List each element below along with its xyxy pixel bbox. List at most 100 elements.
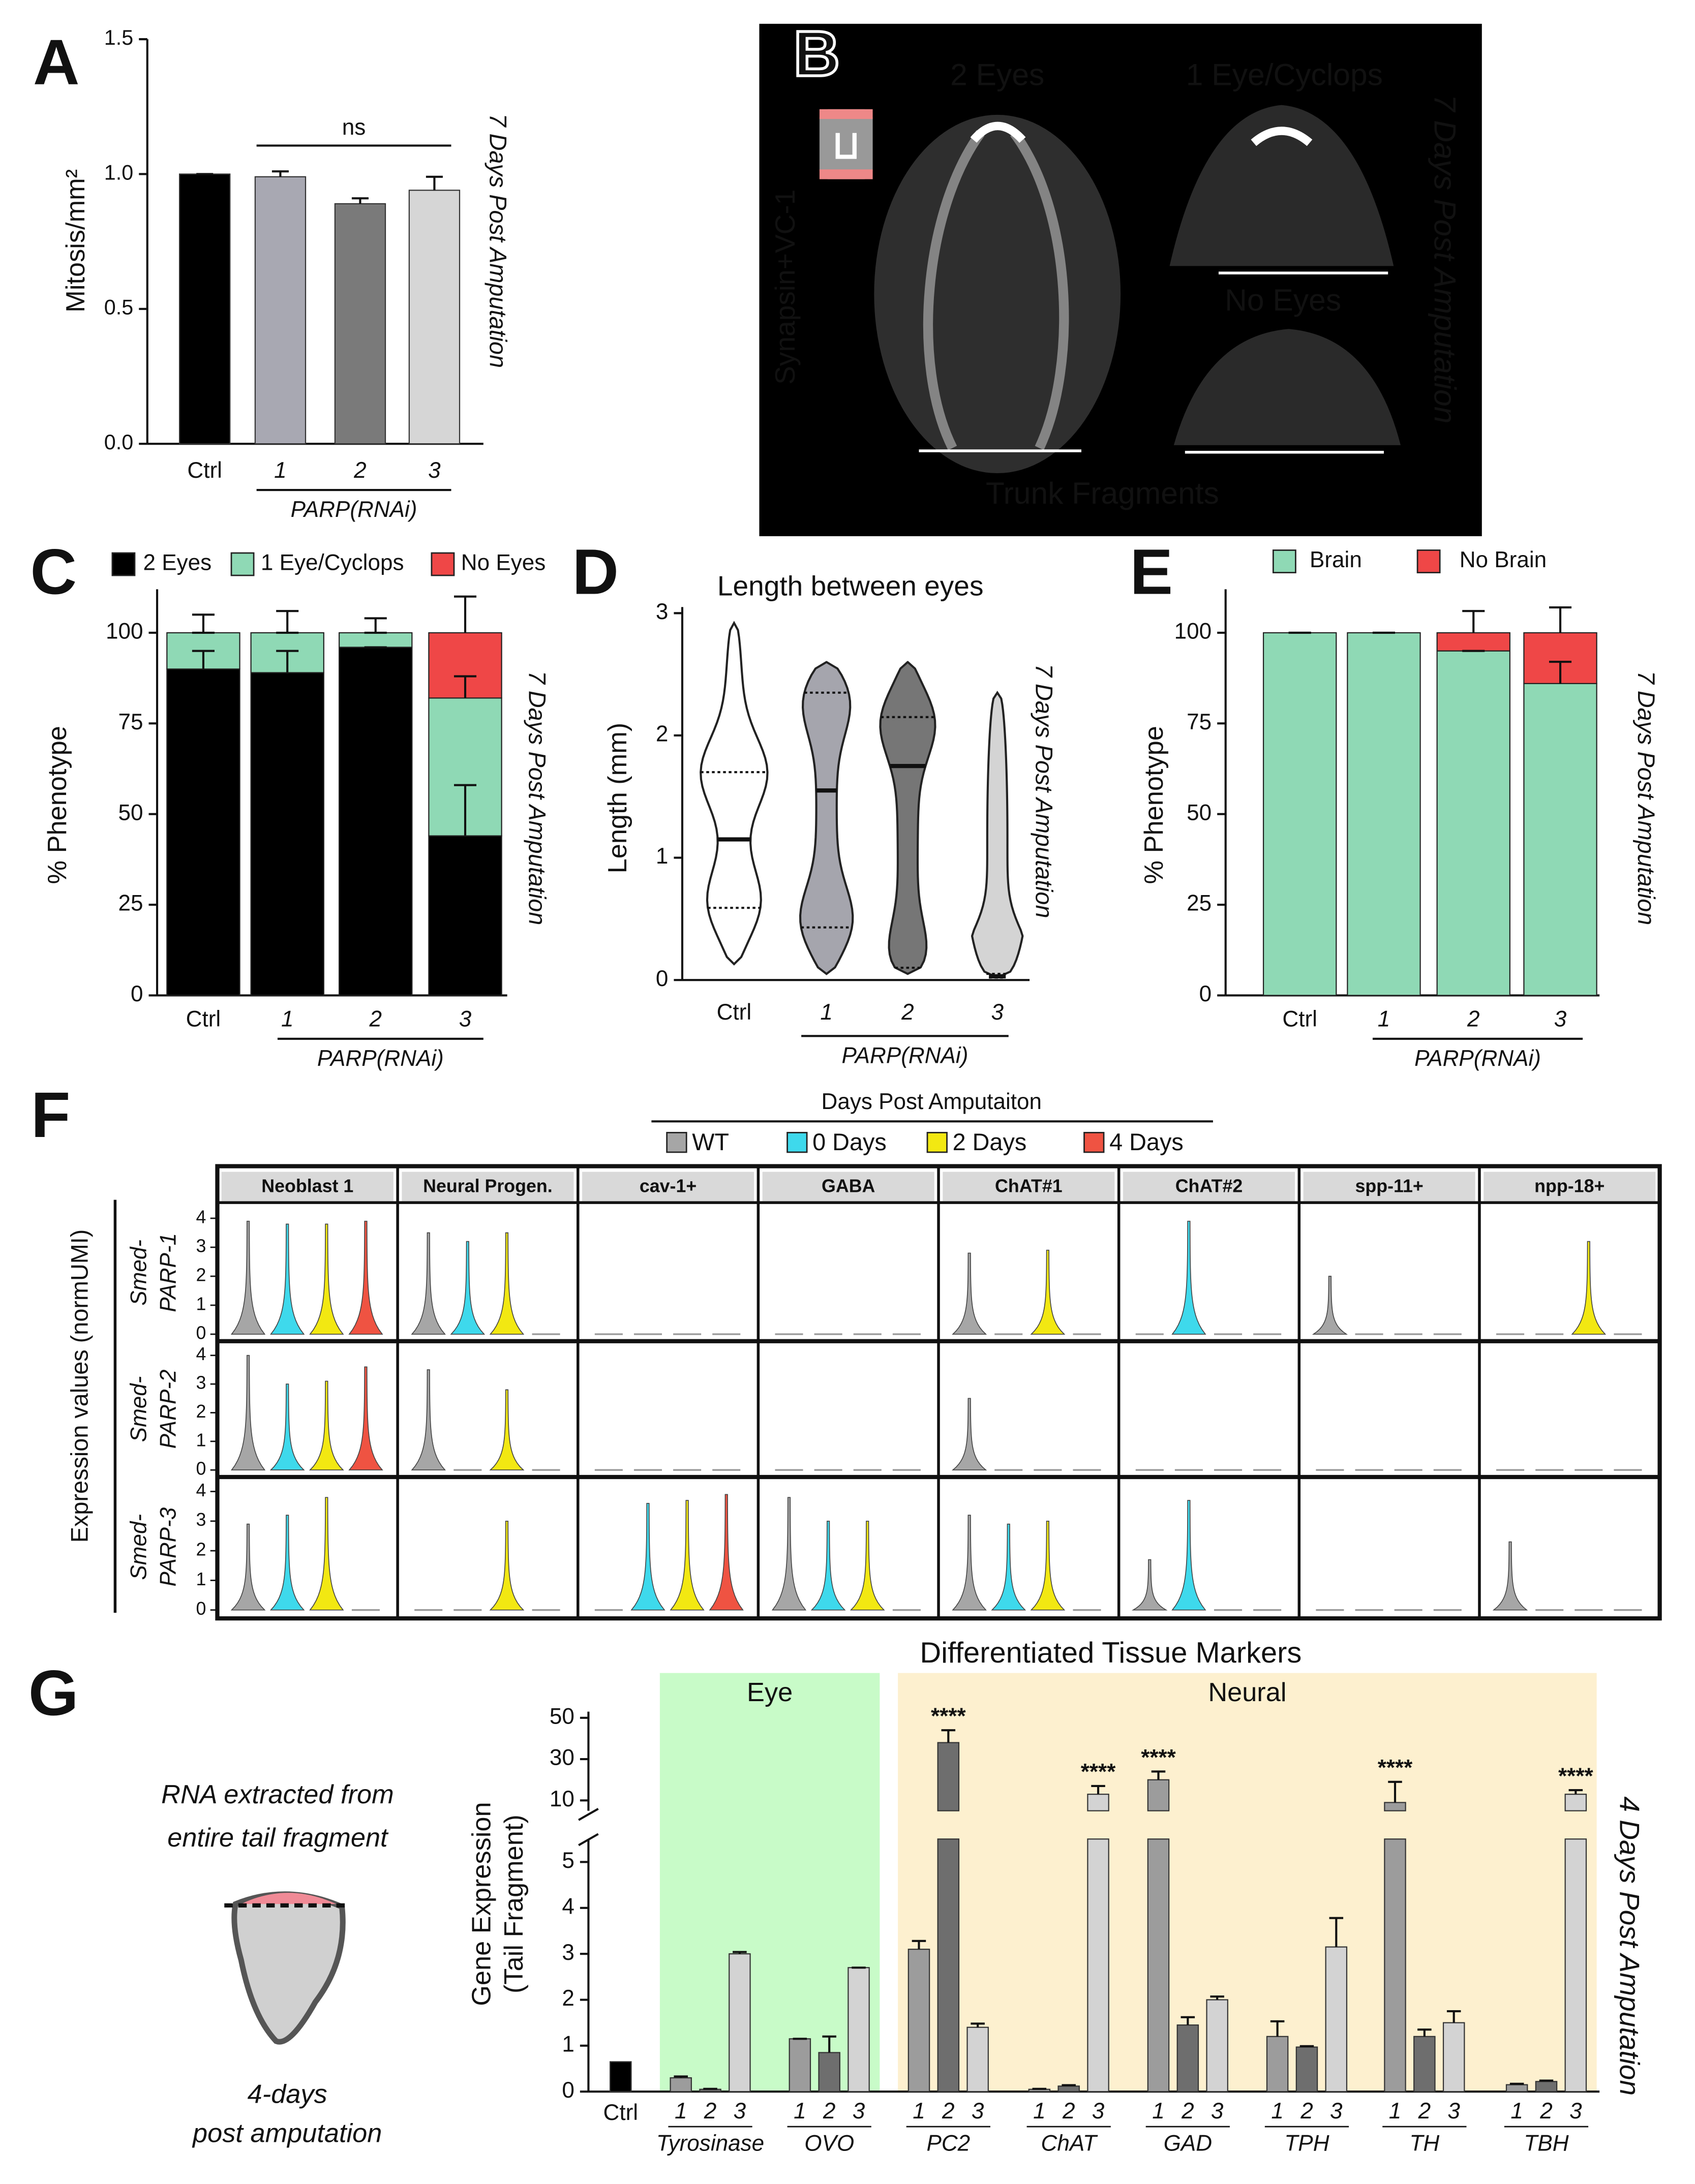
image-label: 2 Eyes bbox=[950, 57, 1044, 91]
axis-break bbox=[578, 1808, 599, 1847]
bar bbox=[408, 190, 461, 445]
y-tick-label: 5 bbox=[562, 1848, 574, 1873]
violin bbox=[991, 1523, 1026, 1611]
error-bar bbox=[1270, 2020, 1285, 2037]
x-tick-label: 2 bbox=[369, 1007, 382, 1032]
y-tick-label: 100 bbox=[1174, 619, 1212, 644]
x-tick-label: 2 bbox=[1062, 2099, 1075, 2124]
fragment bbox=[874, 114, 1121, 474]
y-axis-label: Mitosis/mm² bbox=[61, 169, 90, 313]
bar bbox=[1176, 2024, 1199, 2093]
error-bar bbox=[1446, 2010, 1461, 2023]
violin bbox=[971, 690, 1024, 979]
y-tick-label: 4 bbox=[196, 1480, 206, 1500]
legend-swatch bbox=[926, 1132, 948, 1153]
column-header bbox=[582, 1172, 754, 1202]
x-tick-label: Ctrl bbox=[187, 458, 222, 483]
group-label: OVO bbox=[804, 2131, 854, 2156]
row-label: PARP-1 bbox=[156, 1233, 180, 1312]
side-label: 4 Days Post Amputation bbox=[1614, 1796, 1646, 2096]
y-axis-label: Length (mm) bbox=[603, 723, 632, 874]
x-tick-label: Ctrl bbox=[603, 2100, 639, 2125]
x-tick-label: 1 bbox=[1378, 1007, 1390, 1032]
panel-letter: C bbox=[30, 535, 77, 607]
panel-letter: E bbox=[1130, 535, 1173, 607]
x-tick-label: Ctrl bbox=[717, 1000, 752, 1025]
error-bar bbox=[1539, 2079, 1554, 2082]
image-label: No Eyes bbox=[1225, 283, 1341, 317]
x-tick-label: 2 bbox=[1539, 2099, 1553, 2124]
bar bbox=[179, 173, 231, 445]
group-label: PARP(RNAi) bbox=[317, 1046, 444, 1071]
y-tick-label: 3 bbox=[562, 1940, 574, 1965]
bar bbox=[818, 2052, 840, 2093]
y-tick-label: 1 bbox=[562, 2032, 574, 2056]
legend-label: No Brain bbox=[1460, 547, 1547, 572]
x-tick-label: 1 bbox=[1510, 2099, 1523, 2124]
violin bbox=[270, 1223, 305, 1335]
violin bbox=[951, 1398, 987, 1471]
bar-segment bbox=[339, 632, 413, 648]
x-tick-label: 3 bbox=[428, 458, 441, 483]
error-bar bbox=[426, 175, 443, 191]
violin bbox=[348, 1366, 383, 1471]
side-label: 7 Days Post Amputation bbox=[485, 114, 511, 368]
violin bbox=[309, 1380, 344, 1471]
schematic-gut bbox=[835, 133, 857, 159]
violin bbox=[1030, 1249, 1066, 1335]
violin bbox=[1030, 1520, 1066, 1611]
x-tick-label: 2 bbox=[1181, 2099, 1194, 2124]
bar bbox=[1384, 1802, 1406, 1811]
y-axis-label: Expression values (normUMI) bbox=[67, 1229, 93, 1543]
y-tick-label: 100 bbox=[106, 619, 143, 644]
x-tick-label: 1 bbox=[281, 1007, 294, 1032]
legend-label: Brain bbox=[1310, 547, 1362, 572]
bar bbox=[1564, 1794, 1587, 1811]
bar bbox=[670, 2077, 692, 2093]
y-tick-label: 0 bbox=[196, 1459, 206, 1479]
group-label: GAD bbox=[1164, 2131, 1212, 2156]
bar-segment bbox=[1436, 632, 1510, 652]
x-tick-label: 3 bbox=[991, 1000, 1004, 1025]
chart-title: Length between eyes bbox=[717, 570, 984, 601]
bar bbox=[937, 1742, 960, 1811]
panel-letter: B bbox=[794, 17, 840, 89]
y-tick-label: 1 bbox=[656, 844, 669, 869]
x-tick-label: 3 bbox=[972, 2099, 984, 2124]
illustration-text: RNA extracted from bbox=[161, 1780, 394, 1809]
bar-segment bbox=[339, 647, 413, 996]
violin bbox=[670, 1500, 705, 1611]
column-header bbox=[943, 1172, 1115, 1202]
significance: **** bbox=[1378, 1756, 1413, 1780]
x-tick-label: 2 bbox=[704, 2099, 717, 2124]
error-bar bbox=[1417, 2028, 1432, 2037]
x-tick-label: 3 bbox=[1211, 2099, 1224, 2124]
column-header bbox=[402, 1172, 574, 1202]
x-tick-label: 3 bbox=[853, 2099, 865, 2124]
row-label: Smed- bbox=[127, 1240, 152, 1306]
nerve-cord bbox=[923, 130, 1069, 450]
x-tick-label: 3 bbox=[734, 2099, 746, 2124]
error-bar bbox=[1091, 1785, 1105, 1795]
region-label: Neural bbox=[1208, 1678, 1286, 1707]
error-bar bbox=[1210, 1995, 1224, 2000]
error-bar bbox=[276, 650, 299, 673]
group-label: TH bbox=[1409, 2131, 1439, 2156]
error-bar bbox=[192, 613, 215, 633]
x-tick-label: 3 bbox=[459, 1007, 472, 1032]
fragment bbox=[1169, 105, 1394, 266]
y-tick-label: 4 bbox=[196, 1344, 206, 1364]
error-bar bbox=[1062, 2084, 1076, 2086]
group-label: PARP(RNAi) bbox=[291, 497, 417, 522]
illustration-text: entire tail fragment bbox=[167, 1823, 389, 1853]
group-label: ChAT bbox=[1041, 2131, 1098, 2156]
violin bbox=[879, 660, 936, 975]
violin bbox=[1131, 1559, 1168, 1611]
legend-swatch bbox=[431, 552, 455, 576]
brain bbox=[970, 121, 1026, 143]
illustration-text: post amputation bbox=[192, 2118, 382, 2148]
bar bbox=[789, 2038, 811, 2093]
panel-letter: G bbox=[28, 1657, 79, 1729]
column-header bbox=[762, 1172, 934, 1202]
violin bbox=[850, 1520, 885, 1611]
